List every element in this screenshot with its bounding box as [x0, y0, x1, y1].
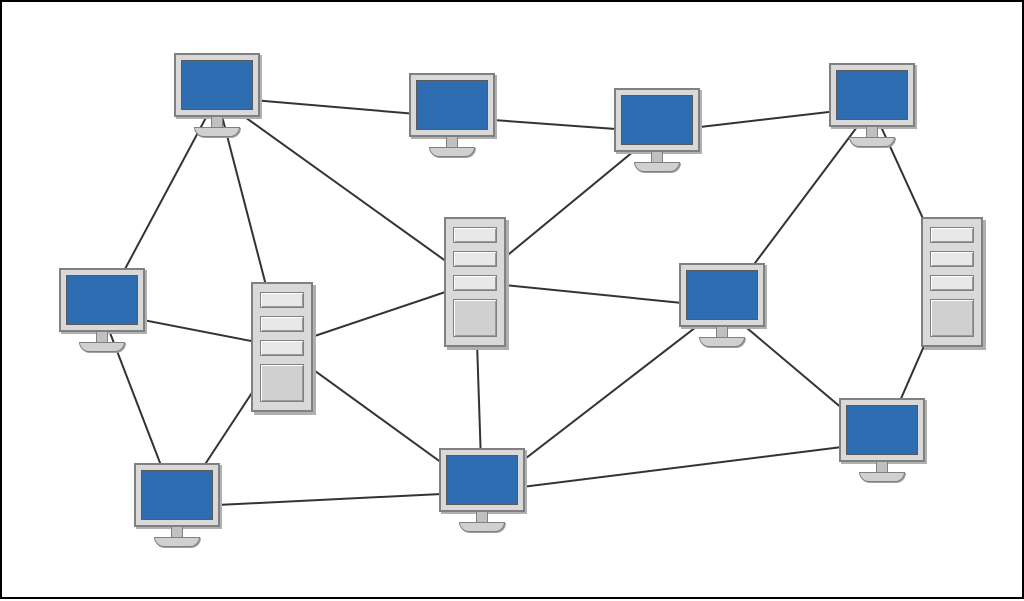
computer-node	[409, 73, 495, 161]
computer-node	[829, 63, 915, 151]
computer-node	[614, 88, 700, 176]
server-node	[251, 282, 313, 412]
server-drive-bay	[930, 275, 974, 291]
monitor-neck	[211, 117, 223, 127]
monitor-screen	[836, 70, 908, 120]
computer-node	[134, 463, 220, 551]
monitor-stand	[429, 147, 475, 157]
server-drive-bay	[930, 227, 974, 243]
computer-node	[174, 53, 260, 141]
monitor-neck	[96, 332, 108, 342]
monitor-stand	[79, 342, 125, 352]
monitor-screen	[686, 270, 758, 320]
monitor-frame	[59, 268, 145, 332]
computer-node	[839, 398, 925, 486]
computer-node	[59, 268, 145, 356]
monitor-frame	[439, 448, 525, 512]
edge	[482, 442, 882, 492]
server-drive-bay	[453, 275, 497, 291]
monitor-frame	[409, 73, 495, 137]
monitor-frame	[839, 398, 925, 462]
monitor-stand	[849, 137, 895, 147]
monitor-neck	[446, 137, 458, 147]
server-lower-panel	[930, 299, 974, 337]
monitor-screen	[846, 405, 918, 455]
server-lower-panel	[453, 299, 497, 337]
server-drive-bay	[453, 227, 497, 243]
monitor-neck	[716, 327, 728, 337]
server-node	[444, 217, 506, 347]
monitor-neck	[651, 152, 663, 162]
server-drive-bay	[453, 251, 497, 267]
monitor-screen	[66, 275, 138, 325]
monitor-screen	[621, 95, 693, 145]
monitor-stand	[459, 522, 505, 532]
monitor-stand	[154, 537, 200, 547]
server-node	[921, 217, 983, 347]
monitor-screen	[416, 80, 488, 130]
monitor-screen	[141, 470, 213, 520]
monitor-stand	[699, 337, 745, 347]
computer-node	[679, 263, 765, 351]
monitor-screen	[181, 60, 253, 110]
server-drive-bay	[930, 251, 974, 267]
monitor-neck	[476, 512, 488, 522]
monitor-frame	[614, 88, 700, 152]
monitor-frame	[829, 63, 915, 127]
monitor-frame	[134, 463, 220, 527]
monitor-neck	[171, 527, 183, 537]
monitor-stand	[859, 472, 905, 482]
monitor-stand	[634, 162, 680, 172]
server-drive-bay	[260, 316, 304, 332]
server-lower-panel	[260, 364, 304, 402]
computer-node	[439, 448, 525, 536]
monitor-frame	[679, 263, 765, 327]
server-drive-bay	[260, 340, 304, 356]
monitor-frame	[174, 53, 260, 117]
server-drive-bay	[260, 292, 304, 308]
monitor-stand	[194, 127, 240, 137]
monitor-neck	[876, 462, 888, 472]
monitor-neck	[866, 127, 878, 137]
edge	[177, 492, 482, 507]
monitor-screen	[446, 455, 518, 505]
